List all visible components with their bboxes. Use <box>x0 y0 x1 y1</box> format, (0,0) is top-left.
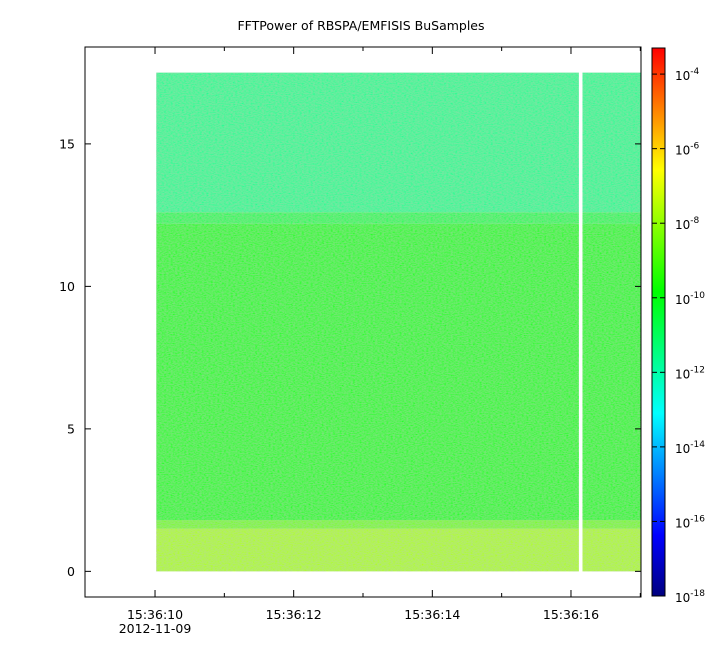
colorbar-tick-label: 10-8 <box>675 216 700 232</box>
spectrogram-band <box>156 212 641 224</box>
colorbar-tick-label: 10-6 <box>675 142 700 158</box>
colorbar-tick-label: 10-4 <box>675 67 700 83</box>
colorbar-scale <box>651 47 666 597</box>
colorbar-tick-label: 10-16 <box>675 514 705 530</box>
x-date-label: 2012-11-09 <box>119 621 192 636</box>
plot-area: 0 5 10 15 15:36:10 15:36:12 15:36:14 15:36:16 2… <box>59 46 642 636</box>
spectrogram-band <box>156 223 641 521</box>
colorbar-tick-label: 10-18 <box>675 589 705 605</box>
data-gap <box>578 71 583 573</box>
colorbar-tick-label: 10-14 <box>675 440 705 456</box>
y-tick-label: 5 <box>67 421 75 436</box>
spectrogram-band <box>156 528 641 572</box>
spectrogram-image <box>156 72 641 572</box>
y-tick-label: 15 <box>59 136 75 151</box>
colorbar-tick-label: 10-12 <box>675 365 705 381</box>
y-axis: 0 5 10 15 <box>59 136 641 579</box>
y-tick-label: 10 <box>59 279 75 294</box>
colorbar: 10-4 10-6 10-8 10-10 10-12 10-14 10-16 10-18 <box>651 47 705 605</box>
colorbar-tick-label: 10-10 <box>675 291 705 307</box>
x-tick-label: 15:36:14 <box>404 607 460 622</box>
x-tick-label: 15:36:12 <box>266 607 322 622</box>
x-axis: 15:36:10 15:36:12 15:36:14 15:36:16 2012-11-… <box>119 47 641 636</box>
x-tick-label: 15:36:16 <box>543 607 599 622</box>
colorbar-ticks: 10-4 10-6 10-8 10-10 10-12 10-14 10-16 10-18 <box>652 67 705 605</box>
y-tick-label: 0 <box>67 564 75 579</box>
x-tick-label: 15:36:10 <box>127 607 183 622</box>
spectrogram-band <box>156 72 641 213</box>
chart-title: FFTPower of RBSPA/EMFISIS BuSamples <box>237 18 484 33</box>
spectrogram-band <box>156 520 641 529</box>
